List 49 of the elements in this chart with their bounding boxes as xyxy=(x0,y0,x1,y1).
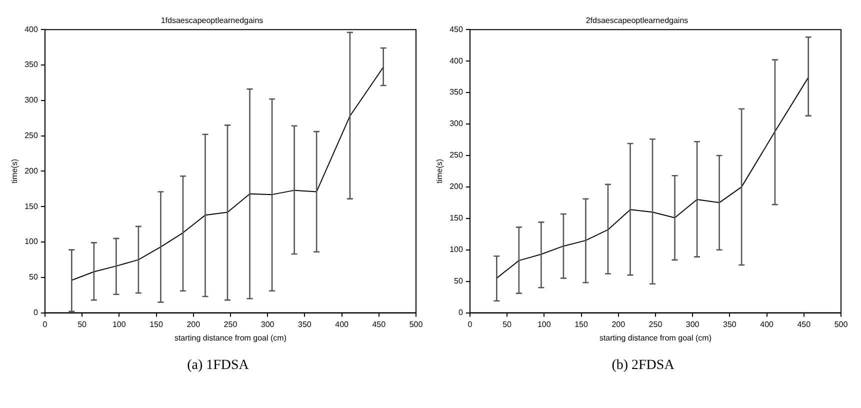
y-tick-label: 300 xyxy=(24,96,38,105)
y-tick-label: 150 xyxy=(450,214,464,223)
y-tick-label: 400 xyxy=(24,24,38,34)
y-tick-label: 200 xyxy=(450,182,464,192)
y-tick-label: 200 xyxy=(24,166,38,176)
x-tick-label: 150 xyxy=(150,320,164,329)
x-tick-label: 100 xyxy=(112,320,126,329)
x-tick-label: 150 xyxy=(574,320,588,329)
x-tick-label: 50 xyxy=(502,320,512,329)
y-axis-title: time(s) xyxy=(10,158,20,184)
text: (a) 1FDSA xyxy=(186,358,250,374)
y-tick-label: 250 xyxy=(24,131,38,140)
x-tick-label: 200 xyxy=(186,320,201,329)
x-tick-label: 250 xyxy=(224,320,238,329)
y-tick-label: 150 xyxy=(24,202,38,211)
text: (b) 2FDSA xyxy=(610,358,676,374)
x-tick-label: 350 xyxy=(298,320,312,329)
x-tick-label: 450 xyxy=(372,320,386,329)
x-tick-label: 0 xyxy=(468,320,473,329)
y-tick-label: 250 xyxy=(450,150,464,160)
x-tick-label: 500 xyxy=(834,320,848,329)
x-tick-label: 50 xyxy=(78,320,88,329)
x-tick-label: 250 xyxy=(648,320,663,329)
y-tick-label: 350 xyxy=(450,88,464,97)
y-tick-label: 50 xyxy=(454,276,464,286)
x-tick-label: 300 xyxy=(686,320,700,329)
x-axis-title: starting distance from goal (cm) xyxy=(174,333,287,342)
y-tick-label: 300 xyxy=(450,119,464,128)
y-tick-label: 100 xyxy=(450,245,464,254)
x-tick-label: 0 xyxy=(42,320,48,329)
y-axis-title: time(s) xyxy=(435,158,444,184)
chart-title: 2fdsaescapeoptlearnedgains xyxy=(586,16,688,26)
x-tick-label: 500 xyxy=(409,320,424,329)
x-tick-label: 450 xyxy=(797,320,812,329)
x-tick-label: 400 xyxy=(335,320,350,329)
chart-title: 1fdsaescapeoptlearnedgains xyxy=(160,16,264,26)
x-tick-label: 350 xyxy=(723,320,737,329)
y-tick-label: 50 xyxy=(29,272,38,282)
y-tick-label: 100 xyxy=(24,237,38,246)
y-tick-label: 0 xyxy=(33,308,38,318)
y-tick-label: 350 xyxy=(24,60,38,70)
x-tick-label: 300 xyxy=(260,320,275,329)
y-tick-label: 0 xyxy=(458,308,464,318)
x-tick-label: 400 xyxy=(760,320,774,329)
y-tick-label: 450 xyxy=(450,24,464,34)
x-tick-label: 200 xyxy=(612,320,626,329)
x-tick-label: 100 xyxy=(537,320,552,329)
x-axis-title: starting distance from goal (cm) xyxy=(599,333,712,342)
y-tick-label: 400 xyxy=(450,56,464,66)
